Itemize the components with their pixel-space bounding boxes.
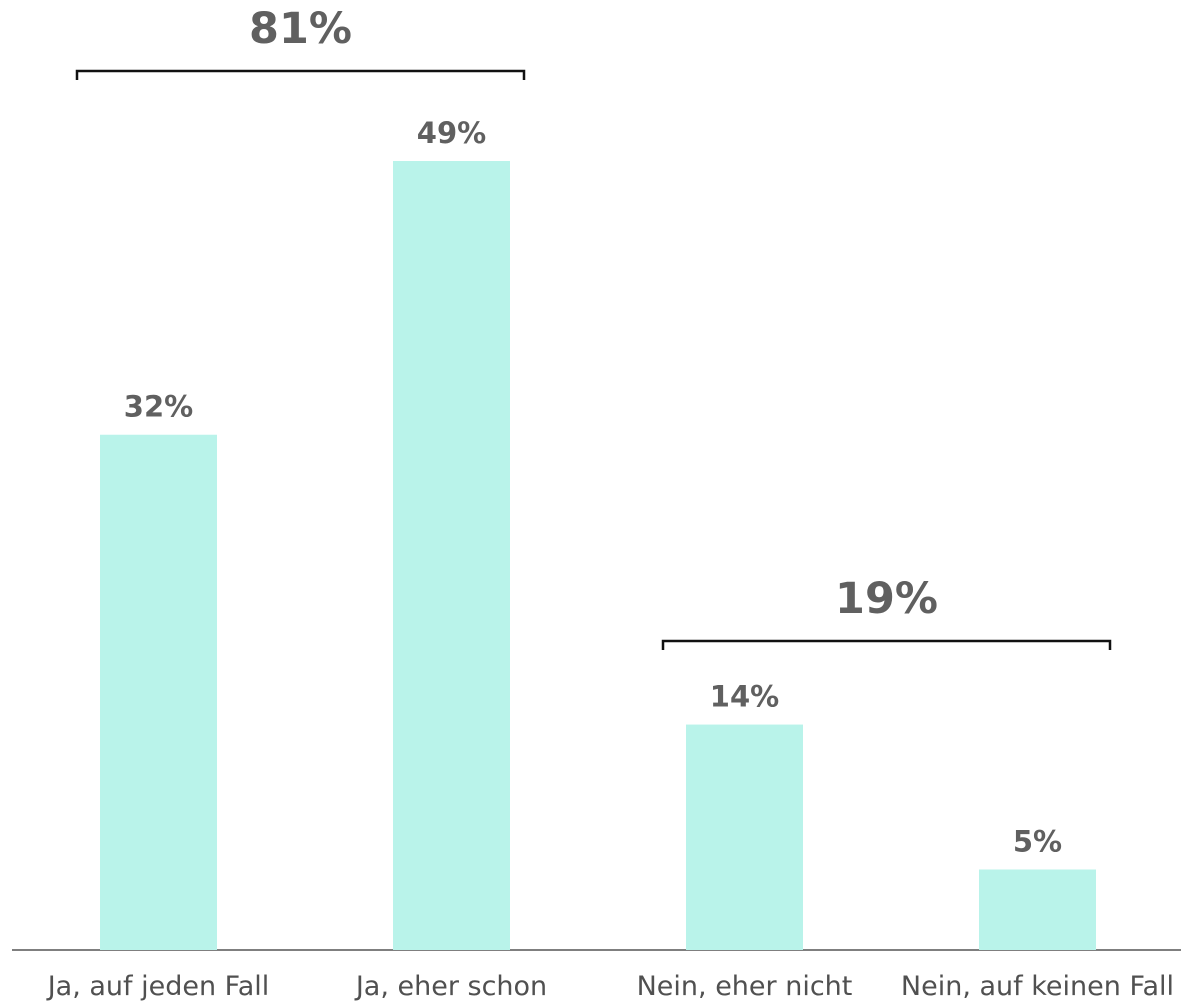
group-total-label: 19% <box>835 574 938 624</box>
bar-value-label: 49% <box>417 116 486 150</box>
group-brackets-group: 81% 19% <box>75 4 1112 650</box>
category-label: Nein, auf keinen Fall <box>901 971 1174 1002</box>
bar <box>393 161 510 950</box>
value-labels-group: 32% 49% 14% 5% <box>124 116 1062 858</box>
bar-value-label: 32% <box>124 390 193 424</box>
group-bracket <box>661 639 1112 650</box>
category-labels-group: Ja, auf jeden Fall Ja, eher schon Nein, eh… <box>46 971 1174 1002</box>
bar <box>100 434 217 950</box>
group-bracket <box>75 69 526 80</box>
bar <box>686 724 803 950</box>
bar <box>979 869 1096 950</box>
category-label: Nein, eher nicht <box>637 971 853 1002</box>
group-total-label: 81% <box>249 4 352 54</box>
bar-value-label: 14% <box>710 680 779 714</box>
category-label: Ja, eher schon <box>354 971 547 1002</box>
bar-value-label: 5% <box>1013 824 1062 858</box>
category-label: Ja, auf jeden Fall <box>46 971 270 1002</box>
bars-group <box>100 161 1096 950</box>
